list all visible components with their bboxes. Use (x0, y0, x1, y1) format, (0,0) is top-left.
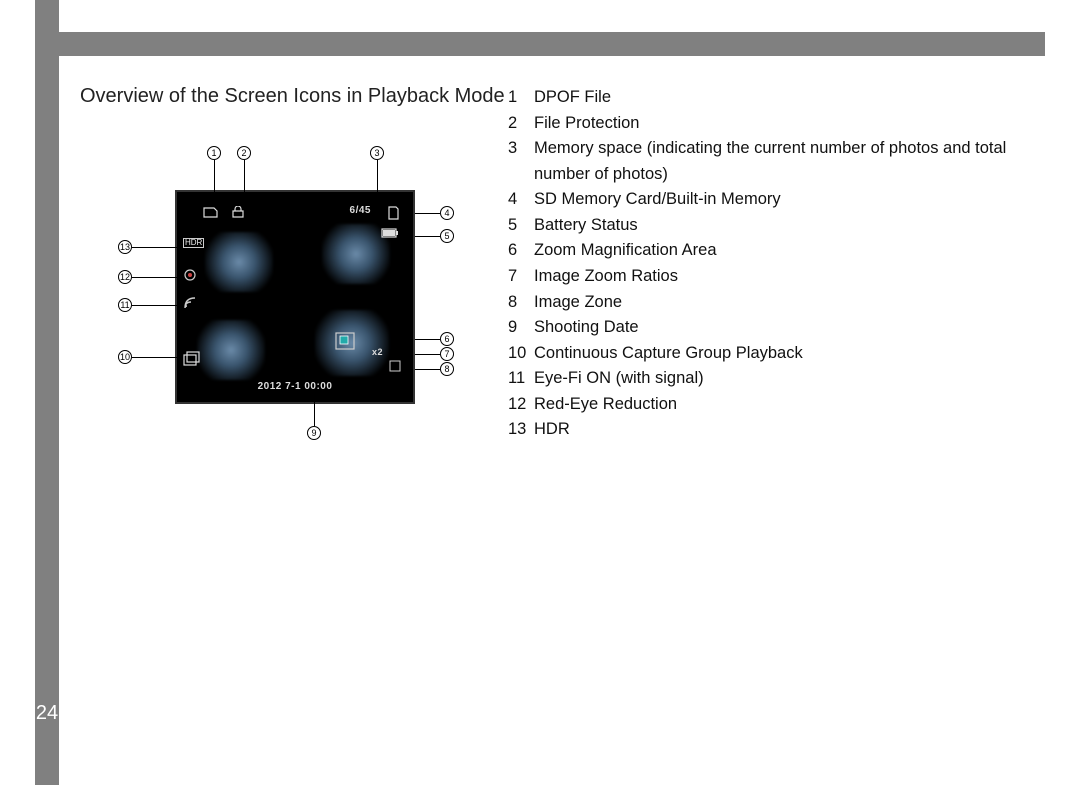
legend-number: 1 (508, 85, 534, 111)
red-eye-icon (183, 268, 197, 285)
zoom-ratio: x2 (372, 347, 383, 357)
legend-item: 6Zoom Magnification Area (508, 238, 1034, 264)
legend-number: 4 (508, 187, 534, 213)
memory-counter: 6/45 (350, 205, 371, 216)
legend-text: Red-Eye Reduction (534, 392, 677, 418)
leader-line (377, 160, 378, 200)
legend-text: Continuous Capture Group Playback (534, 341, 803, 367)
page-number: 24 (35, 702, 59, 725)
legend-item: 1DPOF File (508, 85, 1034, 111)
callout-10: 10 (118, 350, 132, 364)
hdr-icon: HDR (183, 238, 204, 248)
legend-text: DPOF File (534, 85, 611, 111)
dpof-icon (203, 206, 219, 221)
callout-5: 5 (440, 229, 454, 243)
callout-8: 8 (440, 362, 454, 376)
leader-line (132, 247, 178, 248)
legend-number: 9 (508, 315, 534, 341)
legend-text: Shooting Date (534, 315, 639, 341)
leader-line (415, 213, 440, 214)
zoom-area-icon (335, 332, 355, 353)
sd-card-icon (387, 206, 399, 223)
legend-number: 10 (508, 341, 534, 367)
callout-6: 6 (440, 332, 454, 346)
legend-number: 3 (508, 136, 534, 187)
left-margin-bar (35, 0, 59, 785)
callout-13: 13 (118, 240, 132, 254)
leader-line (244, 160, 245, 200)
legend-item: 12Red-Eye Reduction (508, 392, 1034, 418)
legend-item: 9Shooting Date (508, 315, 1034, 341)
camera-screen: 6/45 HDR x2 2012 7-1 00:00 (175, 190, 415, 404)
battery-icon (381, 228, 399, 241)
eyefi-icon (183, 296, 197, 313)
callout-4: 4 (440, 206, 454, 220)
legend-number: 7 (508, 264, 534, 290)
callout-1: 1 (207, 146, 221, 160)
legend-number: 13 (508, 417, 534, 443)
legend-item: 2File Protection (508, 111, 1034, 137)
leader-line (314, 398, 315, 426)
leader-line (415, 354, 440, 355)
legend-number: 6 (508, 238, 534, 264)
callout-3: 3 (370, 146, 384, 160)
photo-blob (205, 232, 273, 292)
legend-list: 1DPOF File2File Protection3Memory space … (508, 85, 1034, 443)
callout-9: 9 (307, 426, 321, 440)
legend-text: Battery Status (534, 213, 638, 239)
legend-text: Eye-Fi ON (with signal) (534, 366, 704, 392)
photo-blob (197, 320, 265, 380)
leader-line (214, 160, 215, 200)
leader-line (132, 305, 178, 306)
legend-text: Memory space (indicating the current num… (534, 136, 1034, 187)
legend-number: 11 (508, 366, 534, 392)
burst-playback-icon (183, 350, 201, 369)
legend-number: 12 (508, 392, 534, 418)
legend-number: 2 (508, 111, 534, 137)
legend-item: 8Image Zone (508, 290, 1034, 316)
callout-11: 11 (118, 298, 132, 312)
legend-item: 3Memory space (indicating the current nu… (508, 136, 1034, 187)
image-zone-icon (389, 360, 401, 375)
legend-text: Zoom Magnification Area (534, 238, 717, 264)
legend-text: HDR (534, 417, 570, 443)
legend-text: File Protection (534, 111, 639, 137)
shooting-date: 2012 7-1 00:00 (177, 381, 413, 392)
legend-item: 11Eye-Fi ON (with signal) (508, 366, 1034, 392)
leader-line (132, 277, 178, 278)
top-margin-bar (35, 32, 1045, 56)
leader-line (415, 236, 440, 237)
legend-number: 5 (508, 213, 534, 239)
leader-line (132, 357, 178, 358)
page-title: Overview of the Screen Icons in Playback… (80, 85, 505, 108)
legend-text: Image Zoom Ratios (534, 264, 678, 290)
lock-icon (232, 206, 244, 221)
legend-item: 5Battery Status (508, 213, 1034, 239)
legend-text: Image Zone (534, 290, 622, 316)
legend-item: 4SD Memory Card/Built-in Memory (508, 187, 1034, 213)
legend-text: SD Memory Card/Built-in Memory (534, 187, 781, 213)
callout-12: 12 (118, 270, 132, 284)
callout-7: 7 (440, 347, 454, 361)
legend-item: 13HDR (508, 417, 1034, 443)
legend-item: 7Image Zoom Ratios (508, 264, 1034, 290)
photo-blob (322, 224, 390, 284)
leader-line (415, 369, 440, 370)
legend-item: 10Continuous Capture Group Playback (508, 341, 1034, 367)
callout-2: 2 (237, 146, 251, 160)
screen-diagram: 6/45 HDR x2 2012 7-1 00:00 1234567813 (100, 140, 470, 440)
legend-number: 8 (508, 290, 534, 316)
leader-line (415, 339, 440, 340)
